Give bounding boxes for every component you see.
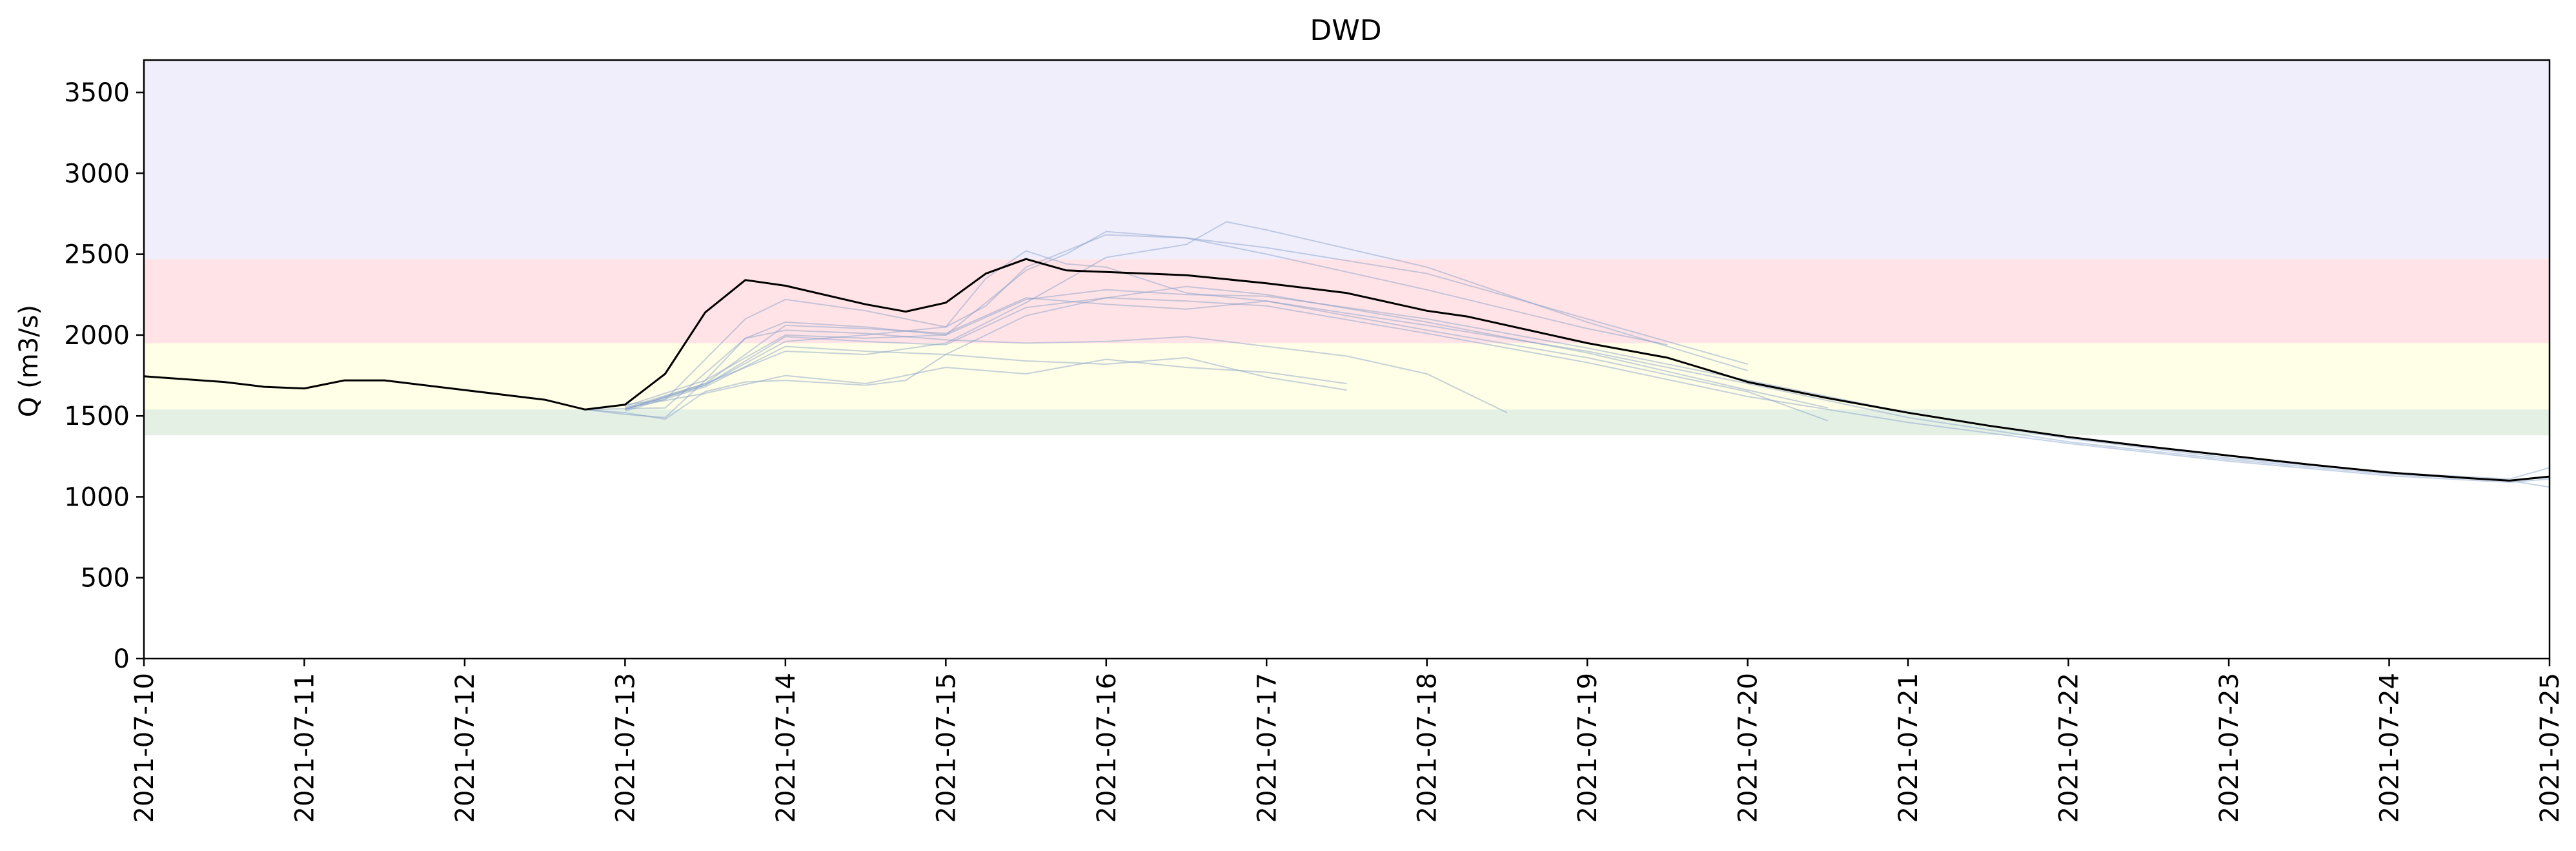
ensemble-member-line-4 xyxy=(585,234,1748,411)
ensemble-lines xyxy=(585,221,2550,488)
ensemble-member-line-8 xyxy=(625,250,1829,422)
observed-line xyxy=(143,258,2550,482)
y-tick-label: 2000 xyxy=(64,321,130,351)
ensemble-member-line-5 xyxy=(625,221,1748,411)
y-tick-label: 3000 xyxy=(64,159,130,189)
x-tick-label: 2021-07-14 xyxy=(771,673,801,823)
y-tick-label: 1500 xyxy=(64,402,130,431)
threshold-band-3 xyxy=(144,259,2550,343)
x-tick-label: 2021-07-22 xyxy=(2054,673,2084,823)
observed-series-line xyxy=(143,258,2550,482)
ensemble-member-line-1 xyxy=(585,329,1508,418)
x-tick-label: 2021-07-25 xyxy=(2535,673,2565,823)
chart-title: DWD xyxy=(1310,14,1381,47)
x-tick-label: 2021-07-23 xyxy=(2215,673,2244,823)
x-tick-label: 2021-07-24 xyxy=(2375,673,2405,823)
plot-frame xyxy=(143,59,2551,660)
threshold-band-4 xyxy=(144,60,2550,260)
y-tick-label: 500 xyxy=(81,564,130,593)
x-axis: 2021-07-10 2021-07-11 2021-07-12 2021-07-13… xyxy=(130,659,2565,823)
x-tick-label: 2021-07-12 xyxy=(451,673,480,823)
x-tick-label: 2021-07-10 xyxy=(130,673,159,823)
x-tick-label: 2021-07-13 xyxy=(611,673,640,823)
y-tick-label: 0 xyxy=(114,644,130,674)
ensemble-member-line-6 xyxy=(625,345,1347,412)
x-tick-label: 2021-07-16 xyxy=(1092,673,1122,823)
ensemble-member-line-9 xyxy=(625,289,2550,480)
ensemble-member-line-7 xyxy=(625,358,1347,409)
threshold-band-1 xyxy=(144,409,2550,436)
ensemble-member-line-3 xyxy=(585,231,1668,411)
ensemble-member-line-10 xyxy=(625,297,2550,488)
y-axis-label: Q (m3/s) xyxy=(14,305,44,417)
y-tick-label: 2500 xyxy=(64,240,130,270)
x-tick-label: 2021-07-21 xyxy=(1894,673,1923,823)
y-tick-label: 1000 xyxy=(64,482,130,512)
x-tick-label: 2021-07-17 xyxy=(1252,673,1282,823)
threshold-band-2 xyxy=(144,343,2550,410)
x-tick-label: 2021-07-18 xyxy=(1413,673,1443,823)
x-tick-label: 2021-07-11 xyxy=(290,673,319,823)
x-tick-label: 2021-07-15 xyxy=(931,673,961,823)
ensemble-member-line-2 xyxy=(585,285,1829,420)
ensemble-member-line-11 xyxy=(625,297,2550,483)
y-axis: 0 500 1000 1500 2000 2500 3000 3500 xyxy=(64,78,144,674)
x-tick-label: 2021-07-20 xyxy=(1734,673,1763,823)
y-tick-label: 3500 xyxy=(64,78,130,108)
threshold-bands xyxy=(144,60,2550,436)
x-tick-label: 2021-07-19 xyxy=(1573,673,1603,823)
